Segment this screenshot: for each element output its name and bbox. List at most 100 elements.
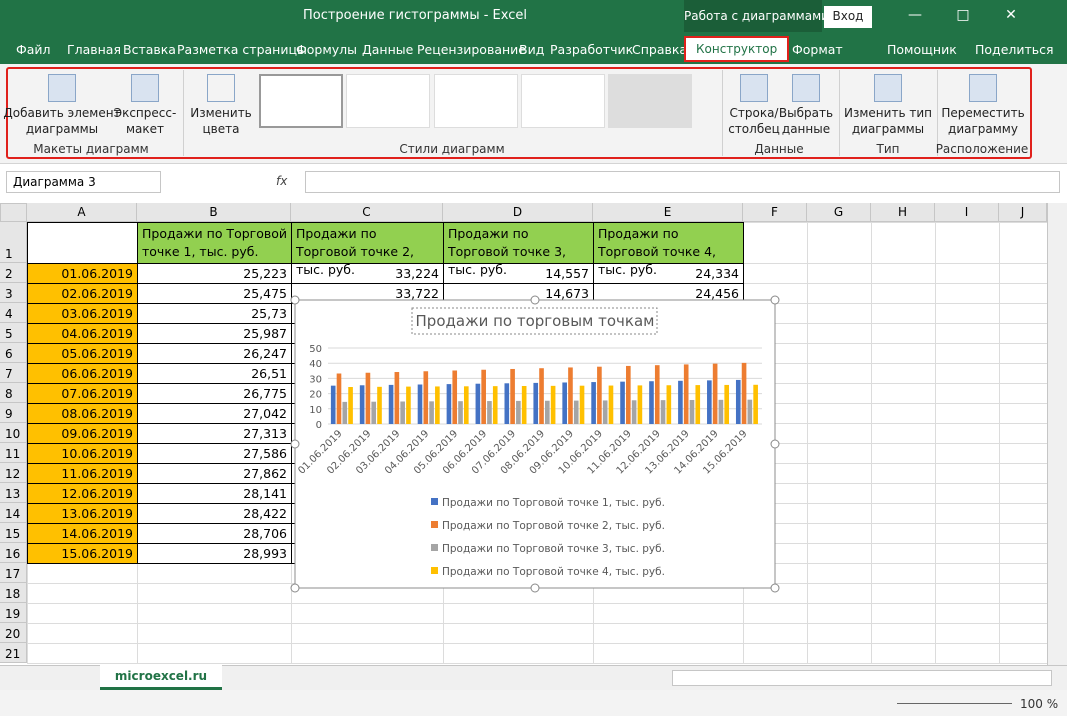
- chart[interactable]: Продажи по торговым точкам0102030405001.…: [290, 295, 780, 593]
- column-header[interactable]: G: [807, 203, 871, 222]
- ribbon-tab[interactable]: Формулы: [296, 42, 357, 57]
- cell[interactable]: 27,042: [137, 403, 292, 424]
- cell[interactable]: 27,313: [137, 423, 292, 444]
- cell[interactable]: 28,993: [137, 543, 292, 564]
- style-thumbnail[interactable]: [608, 74, 692, 128]
- column-header[interactable]: F: [743, 203, 807, 222]
- ribbon-tab[interactable]: Справка: [632, 42, 687, 57]
- column-header[interactable]: J: [999, 203, 1047, 222]
- column-header[interactable]: H: [871, 203, 935, 222]
- row-header[interactable]: 9: [0, 403, 27, 423]
- cell[interactable]: 25,223: [137, 263, 292, 284]
- button-icon[interactable]: [874, 74, 902, 102]
- cell[interactable]: 02.06.2019: [27, 283, 138, 304]
- cell[interactable]: 25,475: [137, 283, 292, 304]
- ribbon-tab[interactable]: Файл: [16, 42, 51, 57]
- ribbon-tab[interactable]: Формат: [792, 42, 843, 57]
- cell[interactable]: [27, 222, 138, 264]
- cell[interactable]: Продажи по Торговой точке 3, тыс. руб.: [443, 222, 594, 264]
- cell[interactable]: 26,247: [137, 343, 292, 364]
- window-control[interactable]: □: [948, 7, 978, 27]
- fx[interactable]: fx: [276, 174, 296, 188]
- zoom-level[interactable]: 100 %: [1020, 697, 1065, 711]
- button-icon[interactable]: [131, 74, 159, 102]
- zoom-slider[interactable]: [897, 703, 1012, 704]
- cell[interactable]: 03.06.2019: [27, 303, 138, 324]
- cell[interactable]: 04.06.2019: [27, 323, 138, 344]
- button-icon[interactable]: [792, 74, 820, 102]
- column-header[interactable]: E: [593, 203, 743, 222]
- row-header[interactable]: 13: [0, 483, 27, 503]
- ribbon-tab[interactable]: Разметка страницы: [177, 42, 307, 57]
- ribbon-tab[interactable]: Рецензирование: [417, 42, 526, 57]
- cell[interactable]: 25,73: [137, 303, 292, 324]
- ribbon-tab[interactable]: Данные: [362, 42, 413, 57]
- window-control[interactable]: ✕: [996, 7, 1026, 27]
- button-label[interactable]: Переместить: [923, 106, 1043, 120]
- ribbon-tab[interactable]: Конструктор: [684, 36, 789, 62]
- ribbon-tab[interactable]: Поделиться: [975, 42, 1054, 57]
- row-header[interactable]: 7: [0, 363, 27, 383]
- formula-input[interactable]: [305, 171, 1060, 193]
- row-header[interactable]: 14: [0, 503, 27, 523]
- row-header[interactable]: 15: [0, 523, 27, 543]
- row-header[interactable]: 12: [0, 463, 27, 483]
- row-header[interactable]: 11: [0, 443, 27, 463]
- row-header[interactable]: 20: [0, 623, 27, 643]
- cell[interactable]: 13.06.2019: [27, 503, 138, 524]
- sign-in[interactable]: Вход: [824, 6, 872, 28]
- cell[interactable]: 15.06.2019: [27, 543, 138, 564]
- row-header[interactable]: 16: [0, 543, 27, 563]
- cell[interactable]: 25,987: [137, 323, 292, 344]
- name-box[interactable]: Диаграмма 3: [6, 171, 161, 193]
- row-header[interactable]: 8: [0, 383, 27, 403]
- style-thumbnail[interactable]: [346, 74, 430, 128]
- cell[interactable]: 27,586: [137, 443, 292, 464]
- cell[interactable]: 01.06.2019: [27, 263, 138, 284]
- cell[interactable]: 11.06.2019: [27, 463, 138, 484]
- cell[interactable]: 06.06.2019: [27, 363, 138, 384]
- cell[interactable]: 10.06.2019: [27, 443, 138, 464]
- row-header[interactable]: 5: [0, 323, 27, 343]
- row-header[interactable]: 1: [0, 222, 27, 263]
- row-header[interactable]: 6: [0, 343, 27, 363]
- cell[interactable]: 28,422: [137, 503, 292, 524]
- button-icon[interactable]: [207, 74, 235, 102]
- column-header[interactable]: B: [137, 203, 291, 222]
- row-header[interactable]: 21: [0, 643, 27, 663]
- button-icon[interactable]: [48, 74, 76, 102]
- button-icon[interactable]: [740, 74, 768, 102]
- row-header[interactable]: 18: [0, 583, 27, 603]
- style-thumbnail[interactable]: [259, 74, 343, 128]
- cell[interactable]: 33,224: [291, 263, 444, 284]
- ribbon-tab[interactable]: Вставка: [123, 42, 176, 57]
- cell[interactable]: 26,775: [137, 383, 292, 404]
- cell[interactable]: 28,706: [137, 523, 292, 544]
- cell[interactable]: 24,334: [593, 263, 744, 284]
- style-thumbnail[interactable]: [521, 74, 605, 128]
- cell[interactable]: Продажи по Торговой точке 2, тыс. руб.: [291, 222, 444, 264]
- ribbon-tab[interactable]: Главная: [67, 42, 121, 57]
- button-label[interactable]: диаграмму: [923, 122, 1043, 136]
- cell[interactable]: 12.06.2019: [27, 483, 138, 504]
- row-header[interactable]: 3: [0, 283, 27, 303]
- cell[interactable]: 14,557: [443, 263, 594, 284]
- horizontal-scrollbar[interactable]: [672, 670, 1052, 686]
- column-header[interactable]: D: [443, 203, 593, 222]
- style-thumbnail[interactable]: [434, 74, 518, 128]
- cell[interactable]: 26,51: [137, 363, 292, 384]
- cell[interactable]: 05.06.2019: [27, 343, 138, 364]
- row-header[interactable]: 19: [0, 603, 27, 623]
- cell[interactable]: Продажи по Торговой точке 4, тыс. руб.: [593, 222, 744, 264]
- button-icon[interactable]: [969, 74, 997, 102]
- ribbon-tab[interactable]: Помощник: [887, 42, 957, 57]
- cell[interactable]: Продажи по Торговой точке 1, тыс. руб.: [137, 222, 292, 264]
- column-header[interactable]: C: [291, 203, 443, 222]
- row-header[interactable]: 17: [0, 563, 27, 583]
- row-header[interactable]: 2: [0, 263, 27, 283]
- row-header[interactable]: 4: [0, 303, 27, 323]
- cell[interactable]: 08.06.2019: [27, 403, 138, 424]
- ribbon-tab[interactable]: Вид: [519, 42, 544, 57]
- cell[interactable]: 07.06.2019: [27, 383, 138, 404]
- sheet-tab[interactable]: microexcel.ru: [100, 664, 222, 690]
